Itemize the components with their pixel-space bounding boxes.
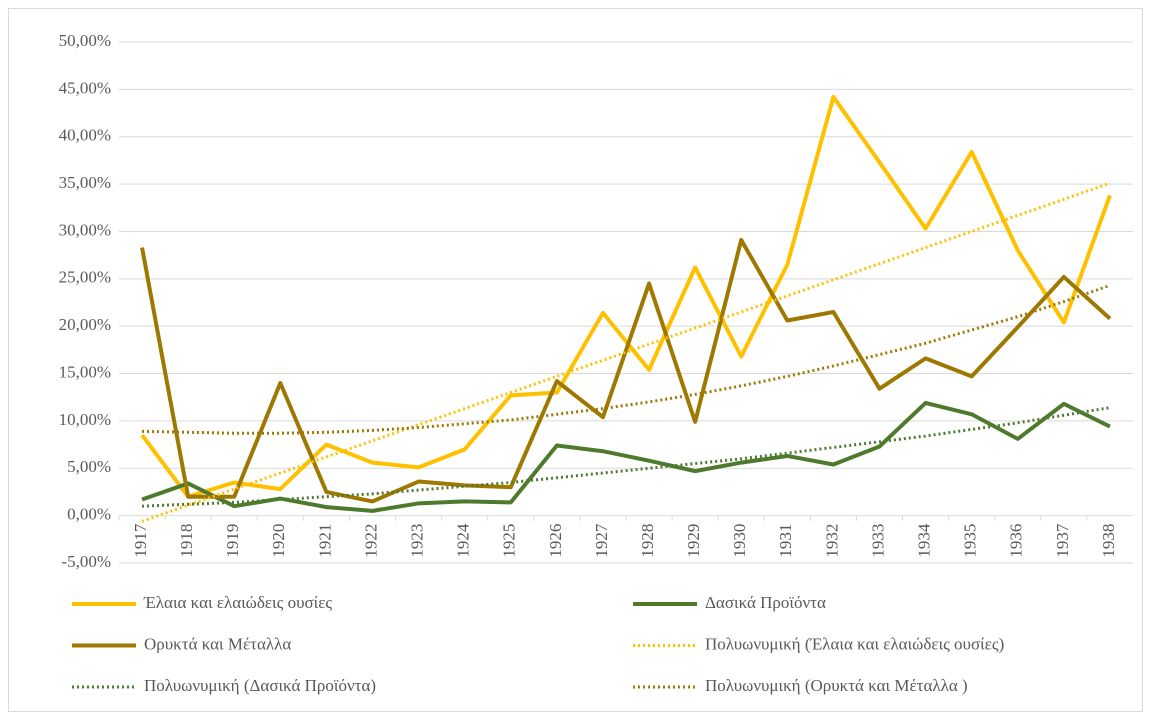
legend-label: Πολυωνυμική (Δασικά Προϊόντα) <box>144 676 376 695</box>
trend-line <box>141 406 1111 508</box>
y-tick-label: 15,00% <box>59 362 111 381</box>
x-tick-label: 1931 <box>776 524 795 558</box>
x-tick-label: 1918 <box>177 524 196 558</box>
x-tick-label: 1938 <box>1099 524 1118 558</box>
x-tick-label: 1919 <box>223 524 242 558</box>
trend-line <box>142 284 1111 435</box>
y-tick-label: 35,00% <box>59 173 111 192</box>
x-tick-label: 1933 <box>868 524 887 558</box>
x-tick-label: 1934 <box>914 523 933 558</box>
y-tick-label: 25,00% <box>59 268 111 287</box>
y-tick-label: 10,00% <box>59 410 111 429</box>
line-series <box>140 237 1112 504</box>
y-tick-label: 50,00% <box>59 31 111 50</box>
y-tick-label: -5,00% <box>61 552 111 571</box>
legend-label: Πολυωνυμική (Ορυκτά και Μέταλλα ) <box>705 676 968 695</box>
line-series <box>140 94 1112 499</box>
legend-label: Δασικά Προϊόντα <box>705 593 826 612</box>
x-tick-label: 1923 <box>407 524 426 558</box>
x-tick-label: 1926 <box>546 524 565 558</box>
legend-label: Έλαια και ελαιώδεις ουσίες <box>143 593 332 612</box>
x-tick-label: 1937 <box>1053 523 1072 558</box>
x-tick-label: 1925 <box>500 524 519 558</box>
x-tick-label: 1921 <box>315 524 334 558</box>
x-tick-label: 1930 <box>730 524 749 558</box>
x-tick-label: 1929 <box>684 524 703 558</box>
x-tick-label: 1920 <box>269 524 288 558</box>
y-tick-label: 5,00% <box>67 457 111 476</box>
y-tick-label: 45,00% <box>59 78 111 97</box>
x-tick-label: 1927 <box>592 523 611 558</box>
x-tick-label: 1936 <box>1007 524 1026 558</box>
line-series <box>141 400 1111 513</box>
y-tick-label: 30,00% <box>59 220 111 239</box>
legend-label: Ορυκτά και Μέταλλα <box>144 634 291 653</box>
x-tick-label: 1932 <box>822 524 841 558</box>
x-tick-label: 1917 <box>131 523 150 558</box>
x-tick-label: 1935 <box>961 524 980 558</box>
legend-label: Πολυωνυμική (Έλαια και ελαιώδεις ουσίες) <box>705 634 1004 653</box>
y-tick-label: 20,00% <box>59 315 111 334</box>
y-tick-label: 40,00% <box>59 126 111 145</box>
x-tick-label: 1928 <box>638 524 657 558</box>
y-tick-label: 0,00% <box>67 505 111 524</box>
trend-line <box>141 181 1111 523</box>
x-tick-label: 1922 <box>361 524 380 558</box>
x-tick-label: 1924 <box>454 523 473 558</box>
